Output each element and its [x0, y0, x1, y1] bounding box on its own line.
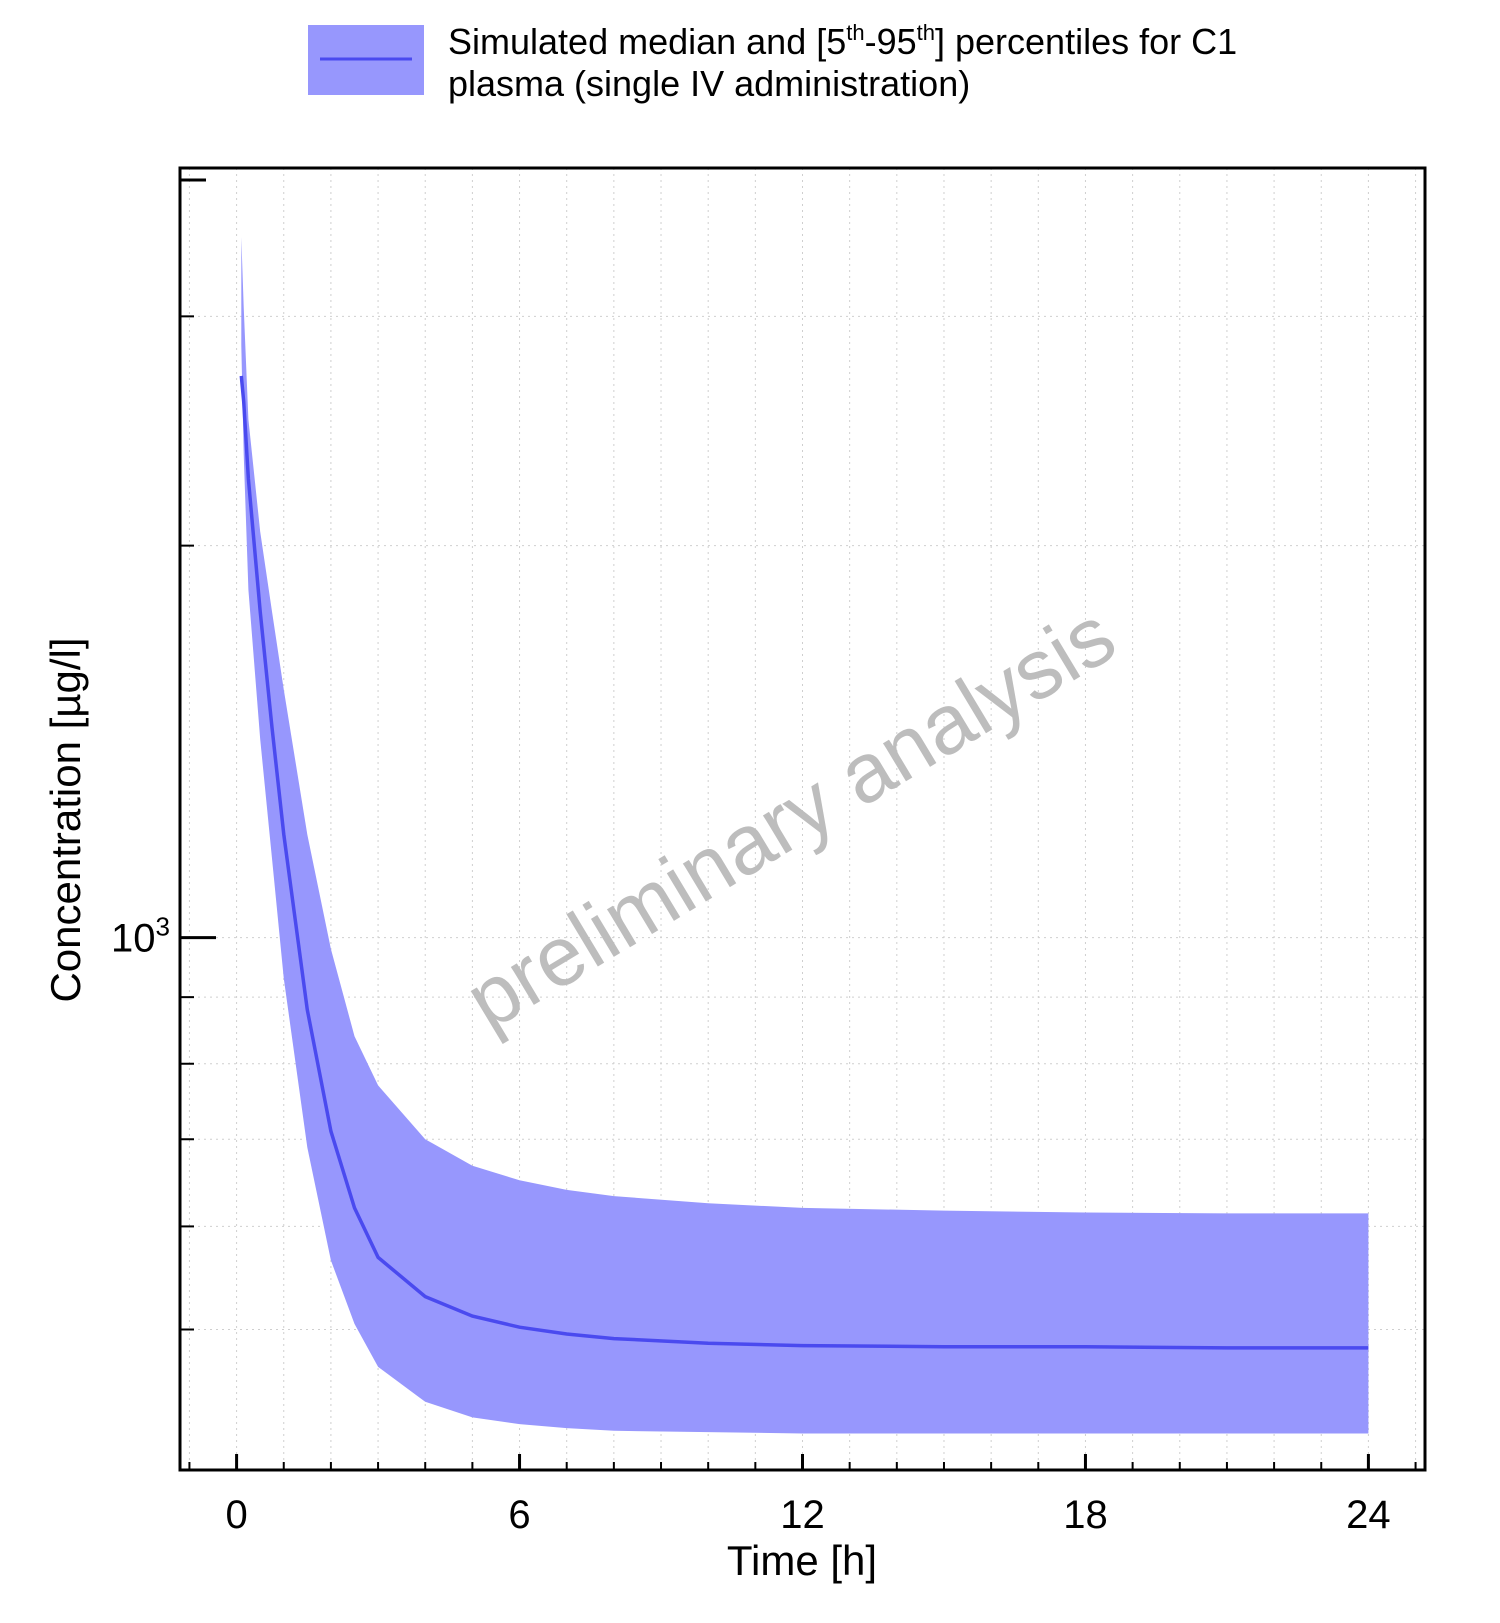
x-tick-label: 0: [225, 1493, 247, 1537]
axes: [178, 166, 1427, 1472]
y-tick-label-base: 10: [111, 917, 156, 961]
x-tick-label: 18: [1063, 1493, 1108, 1537]
legend-label-part-1: Simulated median and [5: [448, 21, 846, 62]
legend-label-part-2: -95: [865, 21, 917, 62]
y-axis-title: Concentration [µg/l]: [42, 637, 89, 1002]
x-tick-label: 24: [1346, 1493, 1391, 1537]
x-tick-label: 12: [780, 1493, 825, 1537]
y-tick-label-exponent: 3: [156, 912, 170, 942]
x-tick-label: 6: [508, 1493, 530, 1537]
legend-label-line1: Simulated median and [5th-95th] percenti…: [448, 20, 1237, 62]
watermark: preliminary analysis: [450, 587, 1131, 1047]
y-tick-labels: 103: [111, 912, 170, 961]
legend-label-part-3: ] percentiles for C1: [935, 21, 1237, 62]
y-tick-label: 103: [111, 912, 170, 961]
legend-label-line2: plasma (single IV administration): [448, 63, 970, 104]
legend-label-sup-1: th: [846, 20, 864, 45]
plot-marks: [239, 237, 1369, 1434]
percentile-band: [241, 237, 1369, 1434]
legend: Simulated median and [5th-95th] percenti…: [308, 20, 1237, 104]
x-tick-labels: 0 6 12 18 24: [225, 1493, 1390, 1537]
legend-label-sup-2: th: [917, 20, 935, 45]
grid: [180, 168, 1425, 1470]
median-line: [239, 375, 1369, 1350]
x-axis-title: Time [h]: [727, 1537, 877, 1584]
